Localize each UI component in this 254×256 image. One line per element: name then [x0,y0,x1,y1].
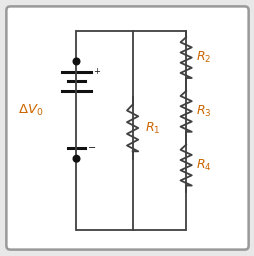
Text: $R_3$: $R_3$ [196,104,211,119]
Circle shape [73,155,80,162]
FancyBboxPatch shape [6,6,248,250]
Circle shape [73,58,80,65]
Text: $R_4$: $R_4$ [196,158,211,173]
Text: $R_2$: $R_2$ [196,50,211,65]
Text: −: − [88,143,96,154]
Text: $\Delta V_0$: $\Delta V_0$ [18,103,43,118]
Text: +: + [93,67,100,76]
Text: $R_1$: $R_1$ [145,121,160,135]
